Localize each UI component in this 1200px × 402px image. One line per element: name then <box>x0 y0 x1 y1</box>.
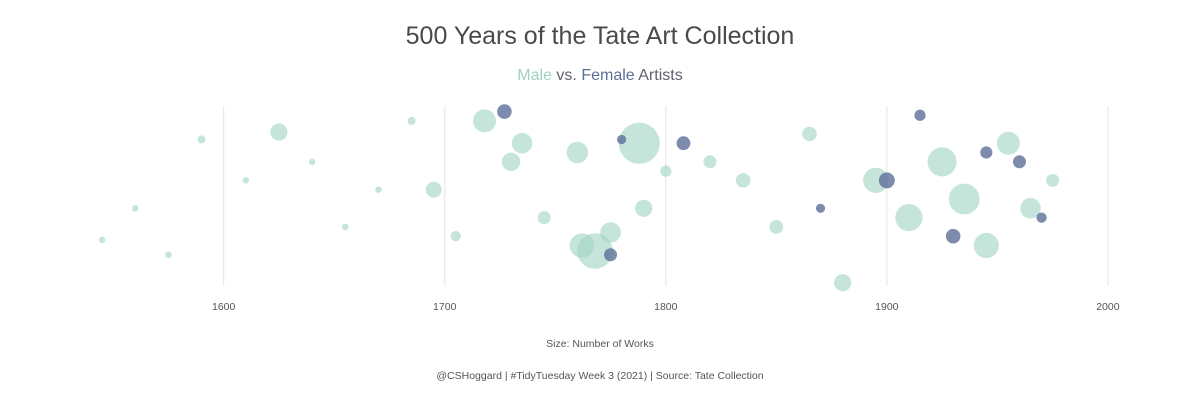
male-artist-point <box>600 222 621 243</box>
chart-title: 500 Years of the Tate Art Collection <box>405 22 795 50</box>
male-artist-point <box>895 203 923 232</box>
male-artist-point <box>802 126 817 142</box>
x-tick-label: 1700 <box>433 301 457 313</box>
caption: @CSHoggard | #TidyTuesday Week 3 (2021) … <box>436 370 764 382</box>
male-artist-point <box>425 181 442 198</box>
male-artist-point <box>197 135 206 144</box>
male-artist-point <box>577 233 613 269</box>
female-artist-point <box>676 136 691 151</box>
subtitle-male-label: Male <box>517 67 552 84</box>
male-artist-point <box>566 141 589 164</box>
subtitle-rest: Artists <box>638 67 683 84</box>
male-artist-point <box>98 236 106 244</box>
x-tick-label: 1900 <box>875 301 899 313</box>
male-artist-point <box>165 251 172 259</box>
male-artist-point <box>132 205 139 212</box>
x-tick-label: 1600 <box>212 301 236 313</box>
male-artist-point <box>660 165 672 177</box>
female-artist-point <box>945 228 961 244</box>
male-artist-point <box>308 158 316 166</box>
subtitle-vs: vs. <box>556 67 577 84</box>
female-artist-point <box>1012 155 1026 169</box>
male-artist-point <box>996 131 1020 155</box>
male-artist-point <box>537 211 551 225</box>
female-artist-point <box>815 203 826 213</box>
male-artist-point <box>973 232 999 259</box>
male-artist-point <box>703 155 717 169</box>
male-artist-point <box>834 274 852 292</box>
male-artist-point <box>1020 198 1041 219</box>
tick-layer: 1600 1700 1800 1900 2000 <box>212 301 1120 313</box>
male-artist-point <box>618 122 660 164</box>
male-artist-point <box>735 173 751 188</box>
grid-layer <box>223 106 1109 286</box>
size-legend-note: Size: Number of Works <box>546 338 654 350</box>
male-artist-point <box>342 223 349 231</box>
male-artist-point <box>927 147 957 177</box>
x-tick-label: 2000 <box>1096 301 1120 313</box>
female-artist-point <box>616 134 627 145</box>
male-artist-point <box>511 132 533 154</box>
female-artist-point <box>604 248 618 262</box>
female-artist-point <box>914 109 926 121</box>
subtitle-female-label: Female <box>581 67 635 84</box>
female-artist-point <box>1036 212 1047 223</box>
male-artist-point <box>769 220 784 234</box>
male-artist-point <box>270 123 288 141</box>
male-artist-point <box>635 199 653 217</box>
female-artist-point <box>878 172 895 189</box>
male-artist-point <box>473 109 497 133</box>
dots-layer <box>98 104 1060 292</box>
male-artist-point <box>948 183 980 215</box>
male-artist-point <box>375 186 382 193</box>
male-artist-point <box>501 152 521 171</box>
x-tick-label: 1800 <box>654 301 678 313</box>
male-artist-point <box>1046 173 1060 187</box>
male-artist-point <box>407 116 416 125</box>
female-artist-point <box>980 146 993 159</box>
male-artist-point <box>242 177 250 184</box>
male-artist-point <box>450 231 461 242</box>
female-artist-point <box>497 104 512 119</box>
chart-subtitle: Male vs. Female Artists <box>0 67 1200 85</box>
